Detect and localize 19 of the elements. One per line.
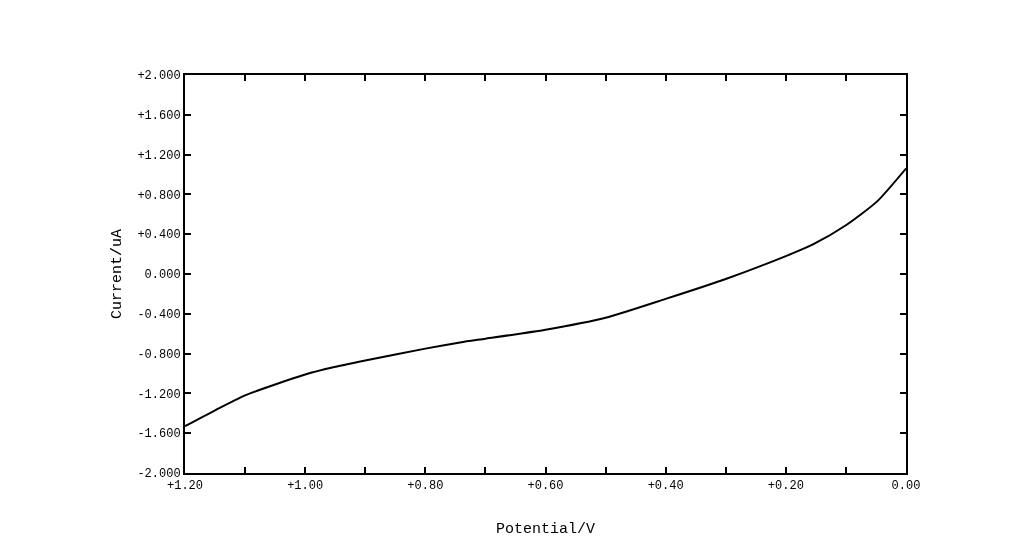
x-tick-label: +1.00 (287, 479, 324, 494)
x-axis-title: Potential/V (495, 520, 596, 538)
y-tick-label: -0.400 (137, 308, 181, 322)
y-tick-label: +1.200 (137, 148, 181, 163)
x-tick-label: +1.20 (166, 479, 204, 494)
y-tick-label: +1.600 (137, 109, 181, 123)
x-tick-label: +0.40 (647, 479, 684, 494)
x-tick-label: 0.00 (891, 479, 921, 494)
y-tick-label: +0.400 (137, 228, 181, 243)
y-tick-label: -1.200 (137, 387, 181, 402)
x-tick-label: +0.60 (527, 479, 564, 494)
y-tick-label: +0.800 (137, 188, 181, 203)
x-tick-label: +0.80 (407, 479, 444, 494)
y-axis-title: Current/uA (109, 228, 127, 320)
y-tick-label: +2.000 (137, 69, 181, 84)
y-tick-label: 0.000 (144, 268, 181, 283)
y-tick-label: -0.800 (137, 347, 181, 362)
x-tick-label: +0.20 (767, 479, 804, 494)
y-tick-label: -1.600 (137, 427, 181, 442)
